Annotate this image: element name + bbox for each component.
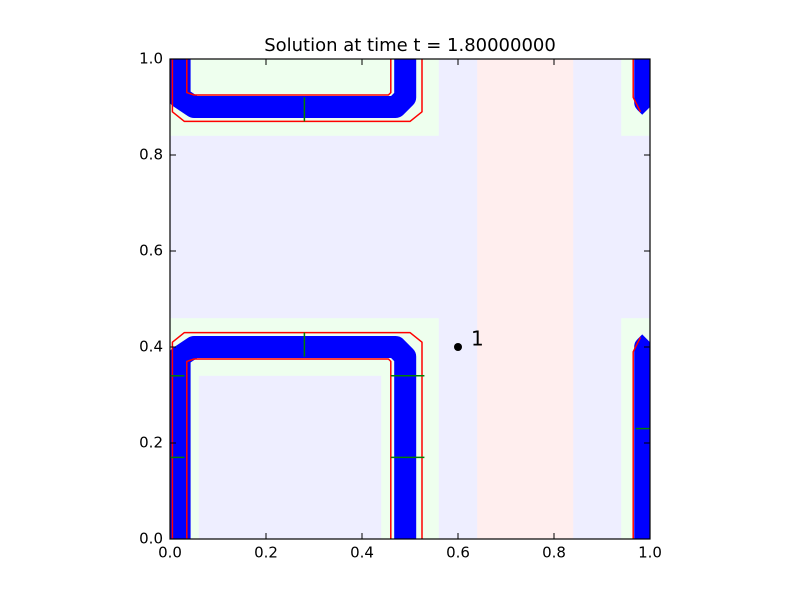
- y-tick-label: 0.4: [139, 338, 163, 356]
- contour-band: [170, 336, 417, 539]
- region: [198, 375, 382, 539]
- y-tick-label: 0.0: [139, 530, 163, 548]
- spine: [169, 58, 651, 540]
- y-tick-label: 0.2: [139, 434, 163, 452]
- contour-line: [632, 59, 642, 113]
- contour-line: [186, 358, 392, 539]
- x-tick-label: 0.6: [446, 544, 470, 562]
- x-tick-label: 1.0: [638, 544, 662, 562]
- point-label: 1: [471, 327, 484, 351]
- x-tick-label: 0.2: [254, 544, 278, 562]
- region: [477, 59, 574, 539]
- point: [454, 343, 462, 351]
- y-tick-label: 0.8: [139, 146, 163, 164]
- contour-band: [634, 334, 650, 539]
- contour-line: [171, 331, 423, 539]
- contour-line: [186, 59, 392, 96]
- y-tick-label: 1.0: [139, 50, 163, 68]
- x-tick-label: 0.0: [158, 544, 182, 562]
- y-tick-label: 0.6: [139, 242, 163, 260]
- chart-title: Solution at time t = 1.80000000: [264, 35, 556, 56]
- x-tick-label: 0.4: [350, 544, 374, 562]
- contour-band: [170, 59, 417, 118]
- axes: 1 0.0 0.2 0.4 0.6 0.8 1.0 0.0 0.2 0.4 0.6 0.8 1.0: [139, 50, 662, 562]
- x-tick-label: 0.8: [542, 544, 566, 562]
- contour-line: [632, 337, 642, 539]
- contour-line: [171, 59, 423, 123]
- plot-area: [170, 59, 650, 539]
- contour-band: [634, 59, 650, 115]
